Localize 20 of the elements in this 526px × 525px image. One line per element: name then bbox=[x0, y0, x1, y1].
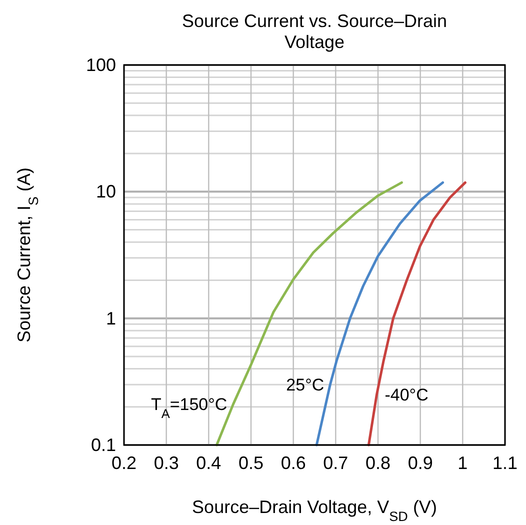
x-tick-label: 0.7 bbox=[323, 453, 348, 473]
chart-title: Source Current vs. Source–Drain Voltage bbox=[182, 11, 448, 52]
series-label: T$_{A}$=150°C bbox=[150, 395, 228, 421]
x-tick-label: 1.1 bbox=[492, 453, 518, 473]
series-label: -40°C bbox=[384, 386, 428, 405]
x-tick-label: 0.6 bbox=[280, 453, 306, 473]
y-tick-label: 100 bbox=[86, 55, 116, 75]
x-axis-title: Source–Drain Voltage, V$_{SD}$ (V) bbox=[192, 497, 437, 524]
y-tick-label: 0.1 bbox=[90, 435, 116, 455]
series-label: 25°C bbox=[286, 376, 324, 395]
x-tick-label: 0.2 bbox=[111, 453, 137, 473]
x-tick-label: 0.9 bbox=[408, 453, 433, 473]
x-tick-label: 0.5 bbox=[238, 453, 264, 473]
x-tick-label: 0.8 bbox=[365, 453, 391, 473]
x-tick-label: 1 bbox=[458, 453, 468, 473]
x-tick-label: 0.4 bbox=[196, 453, 222, 473]
y-tick-label: 1 bbox=[106, 308, 116, 328]
line-series bbox=[367, 181, 466, 446]
x-tick-label: 0.3 bbox=[154, 453, 179, 473]
y-tick-label: 10 bbox=[96, 182, 116, 202]
